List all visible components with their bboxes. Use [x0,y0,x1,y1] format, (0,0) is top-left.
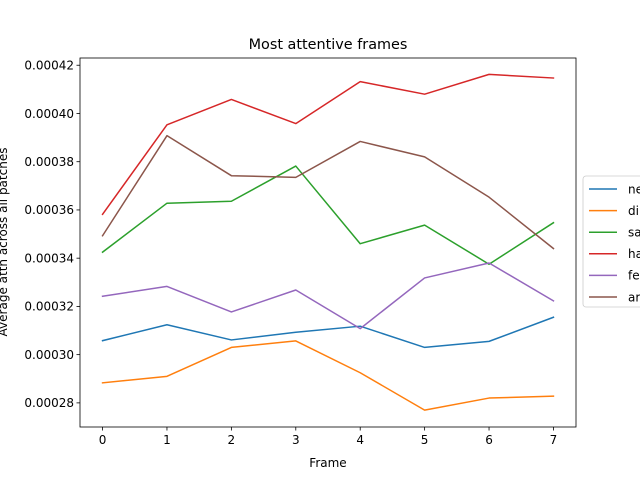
y-tick-label: 0.00030 [24,348,74,362]
y-tick-label: 0.00038 [24,155,74,169]
x-tick-label: 7 [550,433,558,447]
chart-title: Most attentive frames [249,37,408,53]
y-tick-label: 0.00034 [24,251,74,265]
y-tick-label: 0.00042 [24,59,74,73]
series-line-ha [101,73,555,216]
legend-label-sa: sa [628,226,640,240]
legend-label-fe: fe [628,269,640,283]
y-axis-label: Average attn across all patches [0,148,10,337]
x-tick-label: 4 [356,433,364,447]
legend-label-ne: ne [628,182,640,196]
plot-area [80,58,576,427]
x-tick-label: 2 [228,433,236,447]
y-axis-ticks: 0.00028 0.00030 0.00032 0.00034 0.00036 0.000… [24,59,80,410]
y-tick-label: 0.00036 [24,203,74,217]
x-tick-label: 5 [421,433,429,447]
x-tick-label: 1 [163,433,171,447]
series-line-ar [101,134,555,250]
series-line-ne [101,316,555,349]
legend-label-ha: ha [628,247,640,261]
legend-label-di: di [628,204,639,218]
y-tick-label: 0.00040 [24,107,74,121]
series-layer [101,73,555,411]
legend-box [582,175,640,308]
series-line-sa [101,165,555,265]
x-tick-label: 3 [292,433,300,447]
y-tick-label: 0.00028 [24,396,74,410]
series-line-di [101,340,555,411]
x-axis-label: Frame [309,456,346,470]
legend-label-ar: ar [628,290,640,304]
y-tick-label: 0.00032 [24,300,74,314]
x-axis-ticks: 0 1 2 3 4 5 6 7 [99,427,558,447]
plot-frame [79,57,577,428]
series-line-fe [101,262,555,330]
x-tick-label: 6 [485,433,493,447]
legend: ne di sa ha fe ar [582,175,640,308]
x-tick-label: 0 [99,433,107,447]
